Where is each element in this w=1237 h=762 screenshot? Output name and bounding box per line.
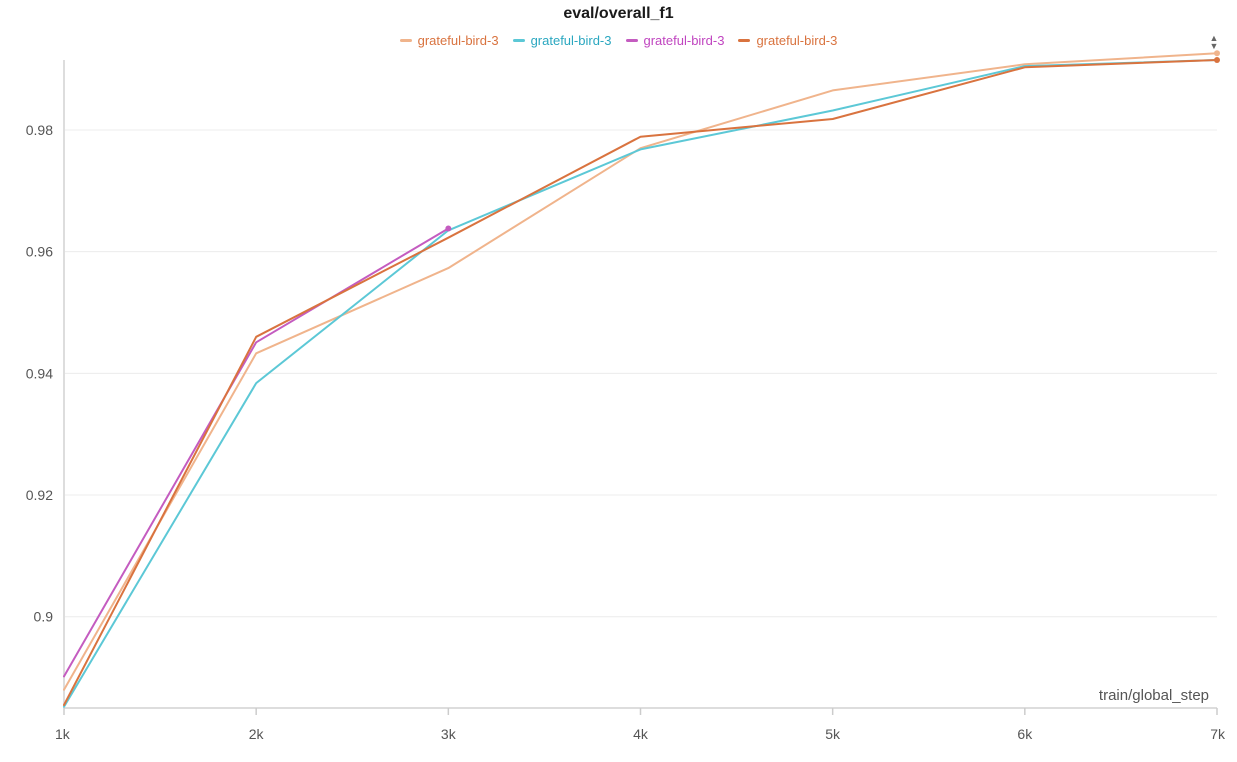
legend-swatch-1 — [399, 39, 412, 42]
x-axis-title: train/global_step — [1099, 687, 1209, 704]
x-tick-label-1: 2k — [249, 726, 265, 742]
sort-down-icon: ▼ — [1209, 41, 1219, 51]
legend-swatch-2 — [512, 39, 525, 42]
series-line-2 — [63, 59, 1218, 708]
legend-label-1: grateful-bird-3 — [417, 33, 499, 48]
legend-label-3: grateful-bird-3 — [643, 33, 725, 48]
x-tick-label-3: 4k — [633, 726, 649, 742]
legend-label-2: grateful-bird-3 — [530, 33, 612, 48]
legend: grateful-bird-3 grateful-bird-3 grateful… — [0, 33, 1237, 48]
x-tick-label-5: 6k — [1017, 726, 1033, 742]
chart-title: eval/overall_f1 — [563, 5, 674, 22]
series-end-point-3 — [445, 225, 452, 232]
x-tick-label-6: 7k — [1210, 726, 1226, 742]
legend-sort-control[interactable]: ▲ ▼ — [1207, 34, 1221, 52]
y-tick-label-2: 0.94 — [26, 365, 53, 381]
x-tick-label-2: 3k — [441, 726, 457, 742]
legend-swatch-4 — [738, 39, 751, 42]
legend-item-2[interactable]: grateful-bird-3 — [512, 33, 612, 48]
series-line-3 — [63, 227, 450, 678]
y-tick-label-4: 0.98 — [26, 122, 53, 138]
legend-item-1[interactable]: grateful-bird-3 — [399, 33, 499, 48]
y-tick-label-0: 0.9 — [34, 609, 54, 625]
series-end-point-4 — [1214, 57, 1220, 63]
legend-item-4[interactable]: grateful-bird-3 — [738, 33, 837, 48]
legend-swatch-3 — [625, 39, 638, 42]
series-line-4 — [63, 59, 1218, 706]
y-tick-label-1: 0.92 — [26, 487, 53, 503]
legend-label-4: grateful-bird-3 — [756, 33, 838, 48]
x-tick-label-4: 5k — [825, 726, 841, 742]
y-tick-label-3: 0.96 — [26, 244, 53, 260]
sort-up-icon: ▲ — [1209, 33, 1219, 43]
legend-item-3[interactable]: grateful-bird-3 — [625, 33, 725, 48]
series-end-point-1 — [1214, 50, 1220, 57]
x-tick-label-0: 1k — [55, 726, 71, 742]
series-line-1 — [63, 52, 1218, 691]
